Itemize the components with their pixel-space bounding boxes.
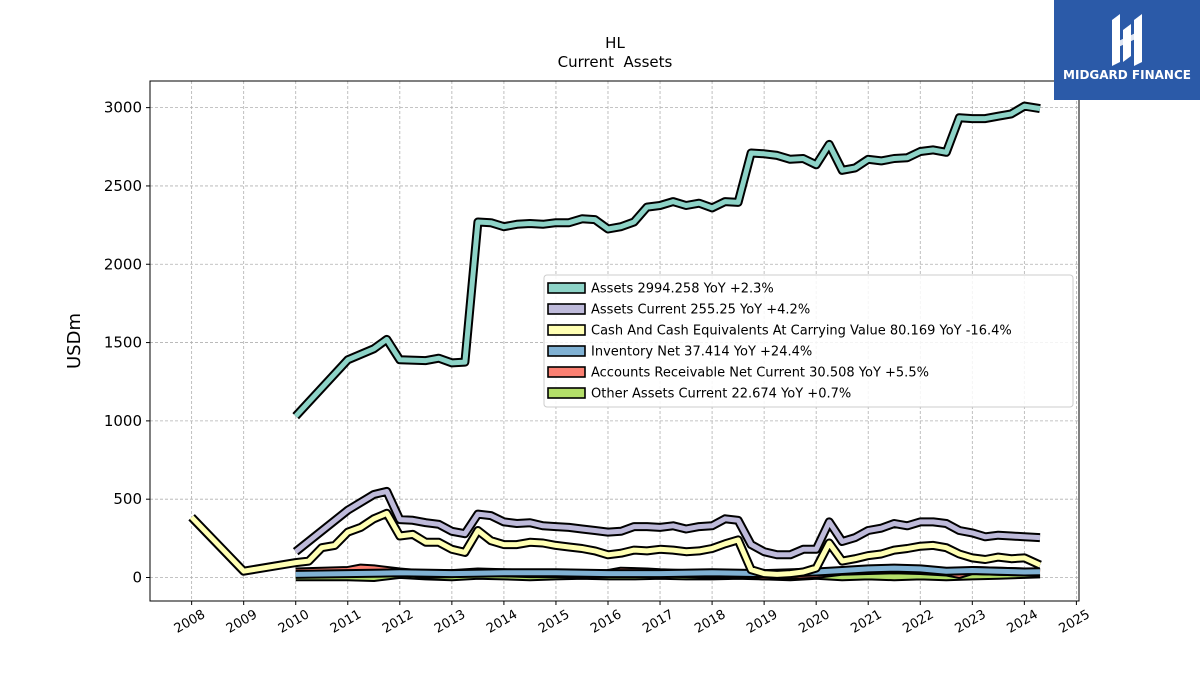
x-tick-label: 2010: [276, 607, 312, 637]
plot-frame: [149, 80, 1080, 602]
x-tick-label: 2025: [1057, 607, 1093, 637]
x-tick-label: 2024: [1005, 607, 1041, 637]
x-tick-label: 2017: [640, 607, 676, 637]
chart-subtitle: Current Assets: [558, 53, 673, 71]
x-tick-label: 2018: [692, 607, 728, 637]
legend-swatch-accounts-receivable-net-current: [547, 366, 586, 378]
x-tick-label: 2012: [380, 607, 416, 637]
brand-logo: MIDGARD FINANCE: [1054, 0, 1200, 100]
y-tick-label: 1000: [104, 412, 142, 430]
y-tick-label: 500: [113, 490, 142, 508]
series-line-assets: [293, 103, 1041, 418]
x-tick-label: 2016: [588, 607, 624, 637]
y-tick-label: 3000: [104, 99, 142, 117]
x-tick-label: 2020: [796, 607, 832, 637]
series-layer: [188, 101, 1042, 582]
x-tick-label: 2009: [224, 607, 260, 637]
series-line-cash-and-cash-equivalents-at-carrying-value: [189, 510, 1042, 577]
legend-swatch-other-assets-current: [547, 387, 586, 399]
legend: Assets 2994.258 YoY +2.3% Assets Current …: [543, 274, 1074, 408]
x-axis: 2008 2009 2010 2011 2012 2013 2014 2015 2016 2017…: [172, 601, 1093, 637]
legend-label-cash-and-cash-equivalents-at-carrying-value: Cash And Cash Equivalents At Carrying Va…: [591, 324, 1012, 339]
logo-text: MIDGARD FINANCE: [1063, 68, 1191, 82]
x-tick-label: 2019: [744, 607, 780, 637]
legend-label-assets: Assets 2994.258 YoY +2.3%: [591, 282, 774, 297]
x-tick-label: 2022: [900, 607, 936, 637]
y-tick-label: 2000: [104, 255, 142, 273]
legend-swatch-assets: [547, 282, 586, 294]
y-tick-label: 0: [132, 569, 142, 587]
legend-swatch-cash-and-cash-equivalents-at-carrying-value: [547, 324, 586, 336]
y-tick-label: 1500: [104, 334, 142, 352]
x-tick-label: 2015: [536, 607, 572, 637]
series-line-assets-current: [294, 488, 1041, 558]
x-tick-label: 2008: [172, 607, 208, 637]
legend-label-other-assets-current: Other Assets Current 22.674 YoY +0.7%: [591, 387, 851, 402]
x-tick-label: 2013: [432, 607, 468, 637]
y-axis-label: USDm: [64, 313, 85, 369]
logo-mark-icon: [1112, 14, 1142, 66]
x-tick-label: 2023: [952, 607, 988, 637]
x-tick-label: 2014: [484, 607, 520, 637]
legend-label-accounts-receivable-net-current: Accounts Receivable Net Current 30.508 Y…: [591, 366, 929, 381]
legend-label-inventory-net: Inventory Net 37.414 YoY +24.4%: [591, 345, 812, 360]
legend-label-assets-current: Assets Current 255.25 YoY +4.2%: [591, 303, 810, 318]
x-tick-label: 2021: [848, 607, 884, 637]
legend-box: [543, 274, 1074, 408]
x-tick-label: 2011: [328, 607, 364, 637]
legend-swatch-assets-current: [547, 303, 586, 315]
chart-title: HL: [605, 34, 625, 52]
legend-swatch-inventory-net: [547, 345, 586, 357]
y-axis: 0 500 1000 1500 2000 2500 3000: [104, 99, 150, 587]
y-tick-label: 2500: [104, 177, 142, 195]
